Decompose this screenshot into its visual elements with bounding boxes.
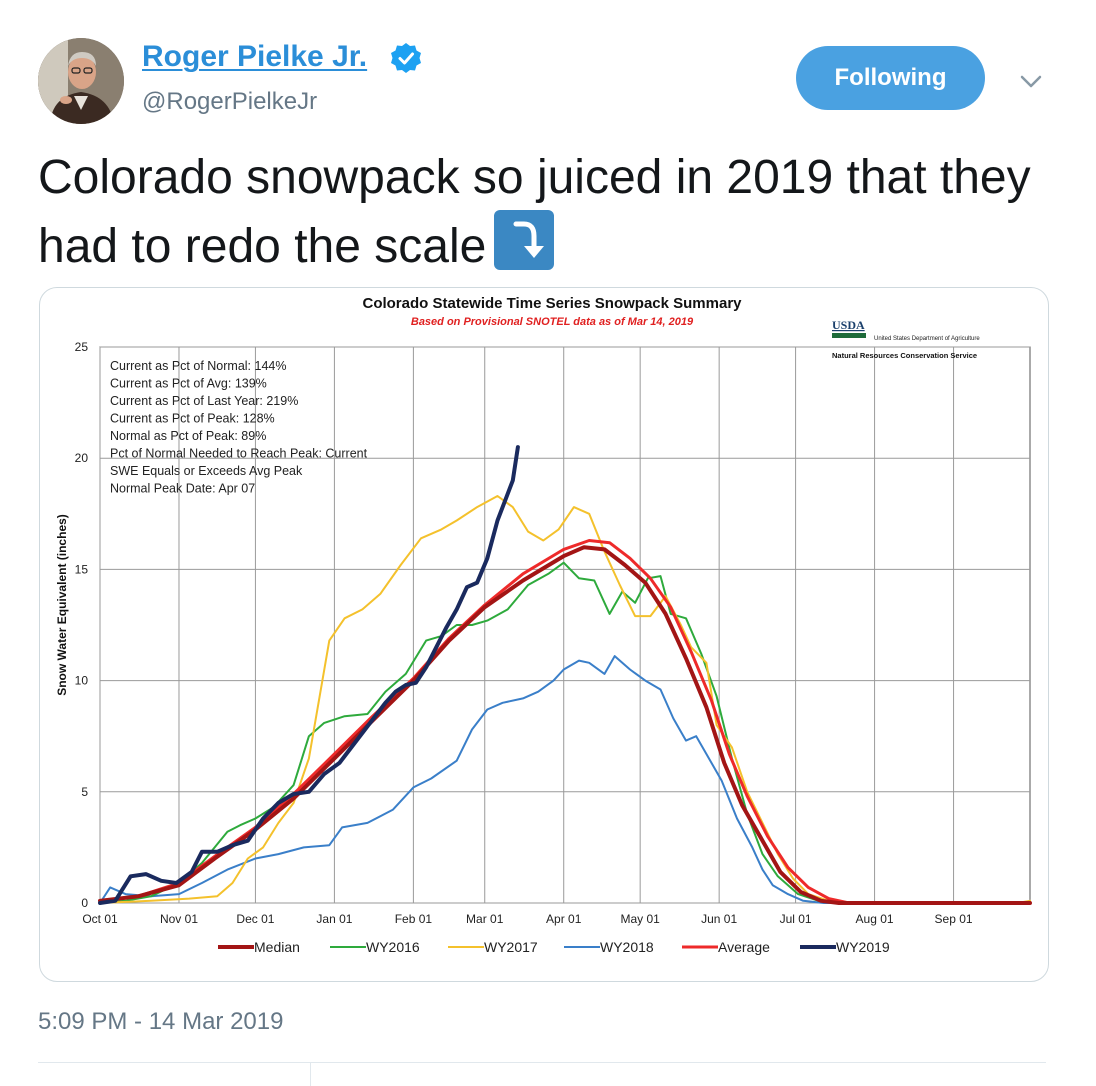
legend-label: WY2017 <box>484 939 538 955</box>
series-line-wy2019 <box>98 445 520 905</box>
user-handle[interactable]: @RogerPielkeJr <box>142 88 318 115</box>
tweet-text: Colorado snowpack so juiced in 2019 that… <box>38 146 1038 279</box>
usda-logo: USDA United States Department of Agricul… <box>832 318 980 360</box>
legend-label: WY2019 <box>836 939 890 955</box>
annotation-line: Current as Pct of Peak: 128% <box>110 412 275 426</box>
x-tick-label: Dec 01 <box>236 912 274 926</box>
stats-annotations: Current as Pct of Normal: 144% Current as… <box>110 359 368 496</box>
annotation-line: Normal as Pct of Peak: 89% <box>110 429 266 443</box>
chart-grid <box>99 346 1031 904</box>
y-tick-label: 0 <box>81 896 88 910</box>
x-tick-labels: Oct 01 Nov 01 Dec 01 Jan 01 Feb 01 Mar 01 Apr … <box>82 912 973 926</box>
verified-badge-icon <box>391 43 421 73</box>
stats-divider <box>310 1063 311 1086</box>
y-tick-label: 10 <box>75 674 89 688</box>
y-tick-label: 20 <box>75 451 89 465</box>
chevron-down-icon[interactable] <box>1016 66 1046 96</box>
series-line-wy2017 <box>99 495 1031 904</box>
x-tick-label: Nov 01 <box>160 912 198 926</box>
display-name[interactable]: Roger Pielke Jr. <box>142 40 368 73</box>
divider <box>38 1062 1046 1063</box>
legend-label: WY2018 <box>600 939 654 955</box>
annotation-line: Current as Pct of Normal: 144% <box>110 359 286 373</box>
avatar[interactable] <box>38 38 124 124</box>
annotation-line: Current as Pct of Avg: 139% <box>110 377 267 391</box>
chart-series <box>98 445 1032 905</box>
series-line-wy2016 <box>99 561 1031 904</box>
series-line-wy2018 <box>99 655 1031 904</box>
x-tick-label: Sep 01 <box>935 912 973 926</box>
y-tick-label: 15 <box>75 562 89 576</box>
series-line-average <box>98 539 1032 905</box>
y-axis-label: Snow Water Equivalent (inches) <box>55 514 69 696</box>
arrow-down-right-curved-icon <box>494 210 555 270</box>
annotation-line: Normal Peak Date: Apr 07 <box>110 482 255 496</box>
y-tick-label: 25 <box>75 340 89 354</box>
chart-subtitle: Based on Provisional SNOTEL data as of M… <box>411 316 694 328</box>
tweet-timestamp[interactable]: 5:09 PM - 14 Mar 2019 <box>38 1008 284 1035</box>
nrcs-text: Natural Resources Conservation Service <box>832 351 977 360</box>
tweet-media-chart[interactable]: Colorado Statewide Time Series Snowpack … <box>39 287 1049 982</box>
y-tick-label: 5 <box>81 785 88 799</box>
annotation-line: SWE Equals or Exceeds Avg Peak <box>110 464 303 478</box>
x-tick-label: May 01 <box>620 912 660 926</box>
tweet-body: Colorado snowpack so juiced in 2019 that… <box>38 151 1031 273</box>
x-tick-label: Aug 01 <box>856 912 894 926</box>
y-tick-labels: 0 5 10 15 20 25 <box>75 340 89 910</box>
chart-title: Colorado Statewide Time Series Snowpack … <box>362 295 742 312</box>
chart-legend: Median WY2016 WY2017 WY2018 Average WY2019 <box>218 939 890 955</box>
x-tick-label: Jun 01 <box>701 912 737 926</box>
x-tick-label: Mar 01 <box>466 912 504 926</box>
annotation-line: Current as Pct of Last Year: 219% <box>110 394 298 408</box>
x-tick-label: Feb 01 <box>395 912 433 926</box>
x-tick-label: Oct 01 <box>82 912 118 926</box>
snowpack-chart: Colorado Statewide Time Series Snowpack … <box>55 295 1032 955</box>
series-line-median <box>98 545 1032 905</box>
usda-logo-text: USDA <box>832 318 865 332</box>
following-button[interactable]: Following <box>796 46 985 110</box>
legend-label: Average <box>718 939 770 955</box>
x-tick-label: Jan 01 <box>316 912 352 926</box>
x-tick-label: Jul 01 <box>780 912 812 926</box>
legend-label: Median <box>254 939 300 955</box>
annotation-line: Pct of Normal Needed to Reach Peak: Curr… <box>110 447 368 461</box>
x-tick-label: Apr 01 <box>546 912 582 926</box>
avatar-photo <box>38 38 124 124</box>
usda-dept-text: United States Department of Agriculture <box>874 336 980 342</box>
legend-label: WY2016 <box>366 939 420 955</box>
